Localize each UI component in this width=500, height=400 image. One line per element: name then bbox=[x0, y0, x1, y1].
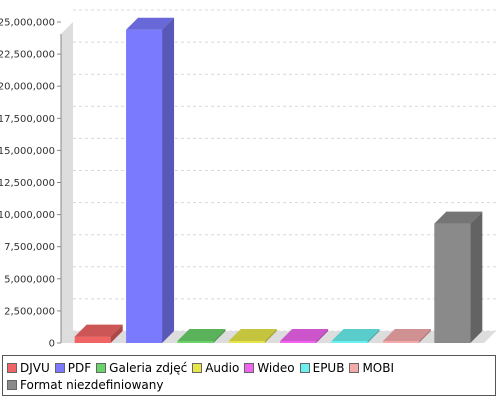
legend-swatch bbox=[192, 362, 203, 373]
bar-side bbox=[110, 324, 123, 343]
bar-format-niezdefiniowany bbox=[434, 211, 483, 343]
legend-item: EPUB bbox=[299, 359, 345, 376]
bar-front bbox=[177, 341, 214, 343]
legend-item: Audio bbox=[192, 359, 239, 376]
bar-galeria-zdjęć bbox=[177, 329, 226, 343]
bar-epub bbox=[331, 329, 380, 343]
bar-front bbox=[126, 29, 163, 343]
legend-swatch bbox=[54, 362, 65, 373]
legend-item: Galeria zdjęć bbox=[96, 359, 187, 376]
y-tick-label: 20,000,000 bbox=[0, 82, 55, 93]
bar-top bbox=[382, 329, 431, 341]
y-tick-label: 22,500,000 bbox=[0, 50, 55, 61]
bar-top bbox=[434, 211, 483, 224]
legend-swatch bbox=[96, 362, 107, 373]
bar-side bbox=[316, 329, 329, 343]
bar-mobi bbox=[382, 329, 431, 343]
bar-pdf bbox=[126, 17, 175, 343]
legend-label: EPUB bbox=[312, 360, 345, 375]
legend-label: MOBI bbox=[362, 360, 395, 375]
bar-side bbox=[213, 329, 226, 343]
legend-swatch bbox=[299, 362, 310, 373]
bar-top bbox=[177, 329, 226, 341]
legend-label: DJVU bbox=[20, 360, 50, 375]
y-tick-label: 12,500,000 bbox=[0, 178, 55, 189]
bar-side bbox=[470, 211, 483, 343]
legend-label: Galeria zdjęć bbox=[109, 360, 188, 375]
bar-top bbox=[126, 17, 175, 30]
axes bbox=[57, 21, 496, 344]
bar-wideo bbox=[280, 329, 329, 343]
legend-item: Format niezdefiniowany bbox=[7, 376, 163, 393]
legend: DJVU PDF Galeria zdjęć Audio Wideo EPUB MOBI Fo… bbox=[2, 355, 496, 396]
y-tick-label: 7,500,000 bbox=[4, 242, 55, 253]
left-wall bbox=[61, 22, 73, 343]
bar-front bbox=[74, 336, 111, 343]
legend-item: MOBI bbox=[349, 359, 394, 376]
bar-djvu bbox=[74, 324, 123, 343]
legend-label: Wideo bbox=[257, 360, 295, 375]
bar-front bbox=[228, 341, 265, 343]
legend-swatch bbox=[244, 362, 255, 373]
y-tick-label: 17,500,000 bbox=[0, 114, 55, 125]
bar-top bbox=[228, 329, 277, 341]
bar-chart: 0 2,500,000 5,000,000 7,500,000 10,000,000 12… bbox=[0, 9, 496, 350]
legend-item: DJVU bbox=[7, 359, 50, 376]
legend-label: Audio bbox=[205, 360, 240, 375]
bar-front bbox=[434, 223, 471, 343]
legend-item: PDF bbox=[54, 359, 92, 376]
y-tick-labels: 0 2,500,000 5,000,000 7,500,000 10,000,000 12… bbox=[0, 18, 55, 350]
legend-swatch bbox=[7, 379, 17, 390]
y-tick-label: 0 bbox=[49, 339, 55, 350]
bar-front bbox=[382, 341, 419, 343]
bar-side bbox=[367, 329, 380, 343]
bar-side bbox=[162, 17, 175, 343]
bar-top bbox=[74, 324, 123, 337]
bar-front bbox=[280, 341, 317, 343]
legend-swatch bbox=[7, 362, 17, 373]
legend-label: PDF bbox=[67, 360, 92, 375]
bar-side bbox=[418, 329, 431, 343]
bar-top bbox=[331, 329, 380, 341]
y-tick-label: 10,000,000 bbox=[0, 210, 55, 221]
y-tick-label: 2,500,000 bbox=[4, 306, 55, 317]
bar-side bbox=[264, 329, 277, 343]
legend-item: Wideo bbox=[244, 359, 295, 376]
y-tick-label: 25,000,000 bbox=[0, 18, 55, 29]
bar-audio bbox=[228, 329, 277, 343]
bar-top bbox=[280, 329, 329, 341]
legend-swatch bbox=[349, 362, 360, 373]
y-tick-label: 15,000,000 bbox=[0, 146, 55, 157]
y-tick-label: 5,000,000 bbox=[4, 274, 55, 285]
bars bbox=[74, 17, 483, 343]
bar-front bbox=[331, 341, 368, 343]
legend-label: Format niezdefiniowany bbox=[20, 377, 164, 392]
